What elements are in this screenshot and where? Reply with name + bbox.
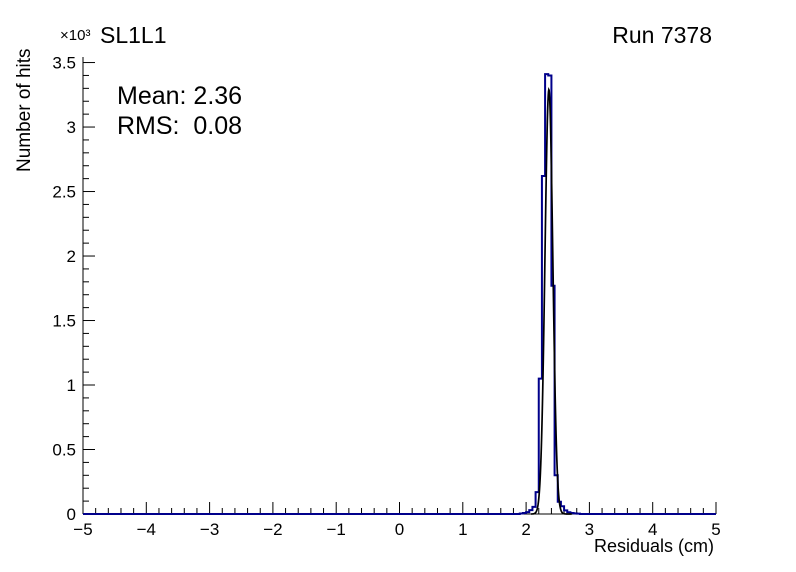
y-tick-label: 2 (67, 247, 76, 266)
x-tick-label: 0 (395, 520, 404, 539)
plot-title: SL1L1 (100, 22, 167, 48)
histogram-line (83, 73, 716, 515)
y-tick-label: 1.5 (52, 312, 76, 331)
y-tick-label: 3.5 (52, 54, 76, 73)
y-tick-label: 1 (67, 376, 76, 395)
rms-stat: RMS: 0.08 (117, 112, 243, 140)
x-tick-label: −2 (263, 520, 282, 539)
y-tick-label: 0.5 (52, 441, 76, 460)
x-tick-label: −3 (200, 520, 219, 539)
run-label: Run 7378 (612, 22, 712, 48)
x-tick-label: 5 (711, 520, 720, 539)
x-tick-label: 3 (585, 520, 594, 539)
fit-line (531, 86, 572, 515)
y-axis-title: Number of hits (14, 48, 35, 172)
x-tick-label: −4 (137, 520, 156, 539)
y-tick-label: 2.5 (52, 183, 76, 202)
x-tick-label: −5 (73, 520, 92, 539)
x-axis-title: Residuals (cm) (593, 536, 714, 556)
x-tick-label: 1 (458, 520, 467, 539)
x-tick-label: 2 (521, 520, 530, 539)
mean-stat: Mean: 2.36 (117, 82, 243, 110)
x-tick-label: −1 (327, 520, 346, 539)
y-axis-power-label: ×10³ (60, 27, 91, 44)
y-tick-label: 0 (67, 505, 76, 524)
y-tick-label: 3 (67, 118, 76, 137)
x-tick-label: 4 (648, 520, 657, 539)
